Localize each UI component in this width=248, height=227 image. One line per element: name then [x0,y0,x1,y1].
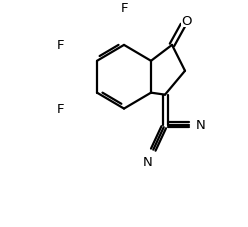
Text: F: F [120,2,128,15]
Text: N: N [196,118,206,131]
Text: O: O [182,15,192,27]
Text: N: N [143,155,153,168]
Text: F: F [56,39,64,52]
Text: F: F [56,103,64,116]
